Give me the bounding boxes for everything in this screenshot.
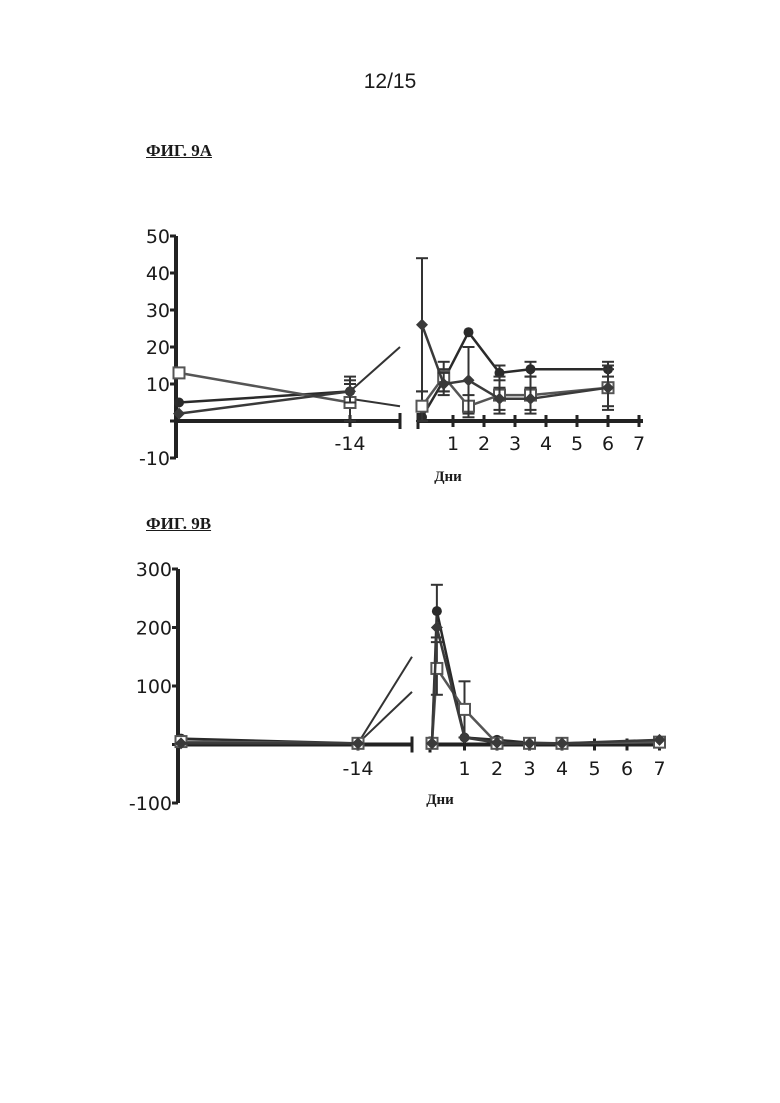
x-tick-label: 4 <box>556 758 568 780</box>
data-point-circle <box>432 606 442 616</box>
x-tick-label: 6 <box>621 758 633 780</box>
series-line <box>432 628 660 744</box>
x-tick-label: 2 <box>491 758 503 780</box>
x-tick-label: -14 <box>342 758 373 780</box>
x-tick-label: 3 <box>523 758 535 780</box>
y-tick-label: 300 <box>136 559 172 581</box>
data-point-square <box>431 663 442 674</box>
data-point-diamond <box>459 731 471 743</box>
y-tick-label: 200 <box>136 618 172 640</box>
x-tick-label: 1 <box>458 758 470 780</box>
y-tick-label: 100 <box>136 676 172 698</box>
x-tick-label: 5 <box>588 758 600 780</box>
series-line <box>432 611 660 743</box>
x-tick-label: 7 <box>653 758 665 780</box>
y-tick-label: -100 <box>129 793 172 815</box>
data-point-square <box>459 704 470 715</box>
x-axis-label: Дни <box>426 792 454 808</box>
